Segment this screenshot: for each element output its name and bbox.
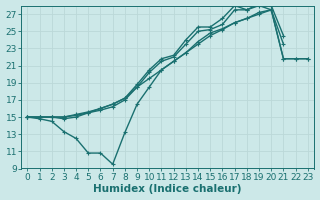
X-axis label: Humidex (Indice chaleur): Humidex (Indice chaleur) — [93, 184, 242, 194]
